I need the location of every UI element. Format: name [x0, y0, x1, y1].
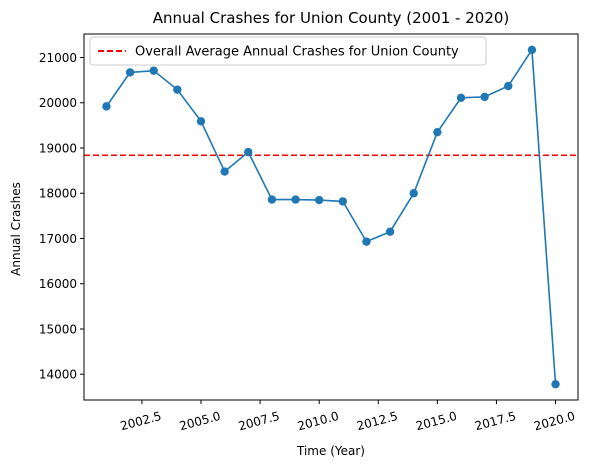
chart-title: Annual Crashes for Union County (2001 - …	[153, 9, 510, 27]
data-point	[267, 195, 277, 204]
legend: Overall Average Annual Crashes for Union…	[89, 36, 487, 66]
legend-box	[89, 36, 487, 66]
data-point	[291, 195, 300, 204]
axes: 14000 15000 16000 17000 18000 19000 20000 21000…	[39, 33, 579, 433]
data-point	[173, 85, 182, 94]
y-tick-label: 18000	[39, 187, 77, 201]
data-point	[480, 92, 489, 102]
y-tick-label: 21000	[39, 51, 77, 65]
data-point	[456, 93, 466, 102]
data-point	[314, 195, 324, 205]
data-point	[244, 147, 253, 157]
y-tick-label: 14000	[39, 368, 77, 382]
data-point	[338, 197, 348, 206]
y-tick-label: 20000	[39, 96, 77, 110]
y-axis-label: Annual Crashes	[9, 182, 23, 276]
data-point	[196, 117, 206, 126]
y-tick-label: 16000	[39, 277, 77, 291]
plot-area	[84, 45, 578, 389]
axes-frame	[83, 33, 579, 401]
data-point	[551, 379, 560, 389]
data-point	[385, 227, 395, 236]
data-point	[362, 237, 371, 246]
legend-average-line-label: Overall Average Annual Crashes for Union…	[135, 45, 459, 60]
x-axis-label: Time (Year)	[296, 444, 365, 458]
data-point	[102, 102, 111, 111]
data-point	[149, 66, 158, 75]
data-point	[220, 167, 229, 176]
y-tick-label: 19000	[39, 141, 77, 155]
data-point	[527, 45, 537, 55]
data-point	[504, 81, 513, 91]
data-point	[409, 189, 418, 198]
data-point	[433, 127, 442, 137]
y-tick-label: 15000	[39, 322, 77, 336]
y-tick-label: 17000	[39, 232, 77, 246]
data-point	[125, 68, 135, 77]
